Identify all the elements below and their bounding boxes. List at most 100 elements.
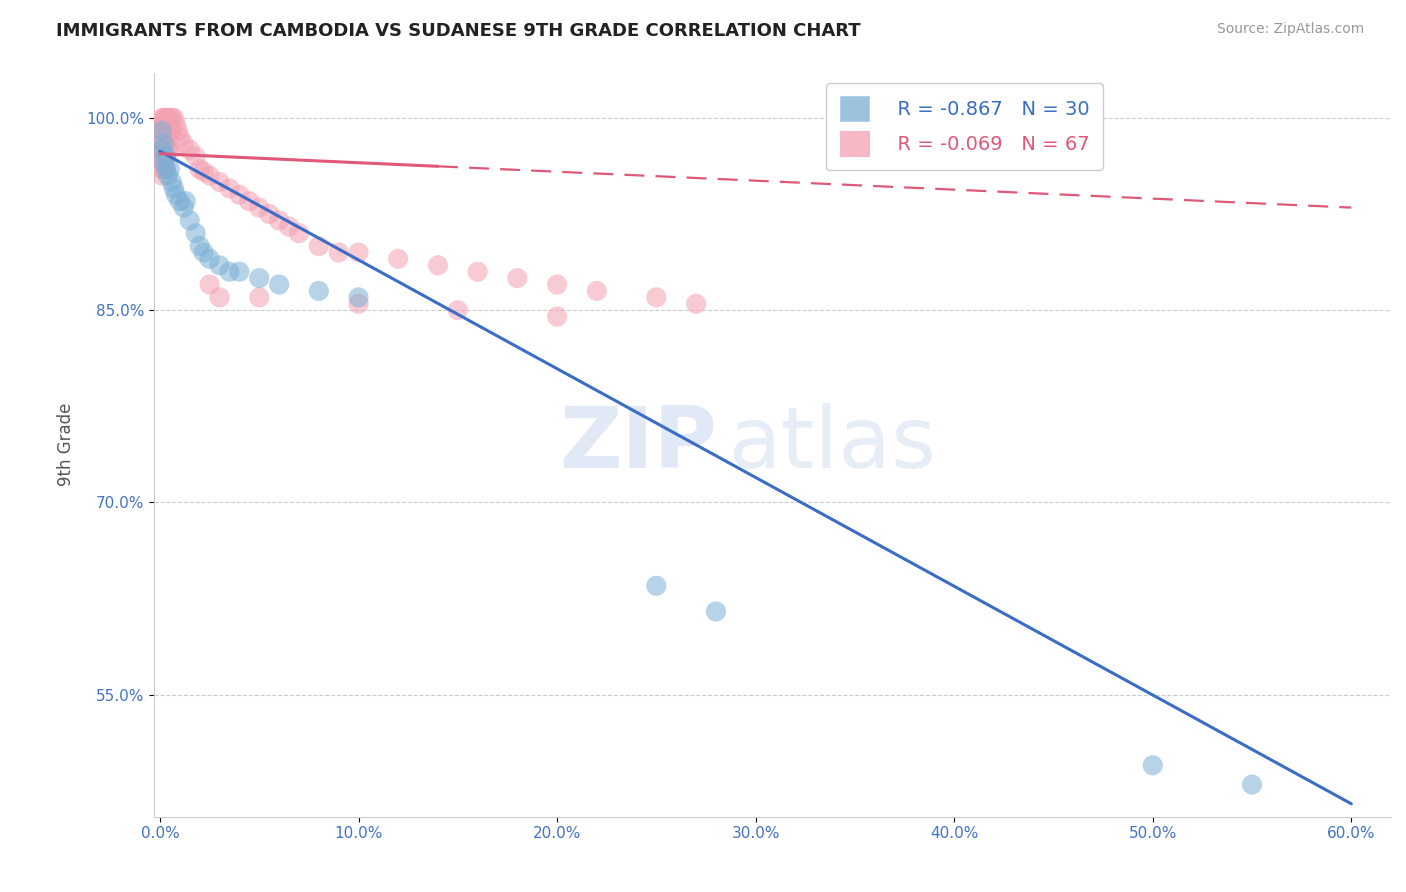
Point (238, 194, 260, 209)
Point (156, 169, 179, 183)
Point (153, 117, 176, 131)
Point (546, 277, 568, 292)
Point (188, 162, 211, 177)
Point (208, 290, 231, 304)
Point (156, 111, 179, 125)
Point (1240, 778, 1263, 792)
Point (153, 123, 176, 137)
Point (160, 123, 183, 137)
Point (198, 277, 221, 292)
Text: ZIP: ZIP (560, 403, 717, 486)
Point (153, 155, 176, 169)
Point (163, 111, 186, 125)
Point (155, 149, 177, 163)
Point (169, 130, 191, 145)
Point (150, 123, 173, 137)
Point (247, 201, 270, 215)
Point (153, 111, 176, 125)
Point (150, 123, 173, 137)
Point (308, 284, 330, 298)
Point (208, 258, 231, 272)
Point (347, 245, 370, 260)
Point (257, 207, 280, 221)
Point (155, 136, 177, 151)
Point (165, 187, 187, 202)
Point (387, 252, 409, 266)
Point (347, 290, 370, 304)
Point (645, 579, 668, 593)
Point (198, 169, 221, 183)
Point (155, 162, 177, 177)
Point (159, 111, 181, 125)
Point (193, 245, 215, 260)
Point (685, 297, 707, 311)
Point (169, 194, 191, 209)
Point (347, 297, 370, 311)
Point (585, 284, 607, 298)
Point (208, 175, 231, 189)
Point (247, 290, 270, 304)
Point (150, 143, 173, 157)
Point (278, 219, 301, 234)
Point (155, 111, 177, 125)
Point (269, 213, 291, 227)
Point (174, 194, 197, 209)
Point (269, 277, 291, 292)
Point (153, 149, 176, 163)
Point (426, 258, 449, 272)
Point (150, 162, 173, 177)
Point (160, 111, 183, 125)
Point (166, 123, 188, 137)
Point (184, 149, 207, 163)
Point (704, 604, 727, 618)
Point (156, 123, 179, 137)
Point (228, 187, 250, 202)
Point (645, 290, 668, 304)
Text: Source: ZipAtlas.com: Source: ZipAtlas.com (1216, 22, 1364, 37)
Point (198, 252, 221, 266)
Point (156, 143, 179, 157)
Point (467, 265, 489, 279)
Point (163, 181, 186, 195)
Point (153, 143, 176, 157)
Point (165, 117, 187, 131)
Point (188, 239, 211, 253)
Point (153, 130, 176, 145)
Point (173, 136, 195, 151)
Point (193, 164, 215, 178)
Text: IMMIGRANTS FROM CAMBODIA VS SUDANESE 9TH GRADE CORRELATION CHART: IMMIGRANTS FROM CAMBODIA VS SUDANESE 9TH… (56, 22, 860, 40)
Legend:   R = -0.867   N = 30,   R = -0.069   N = 67: R = -0.867 N = 30, R = -0.069 N = 67 (827, 83, 1102, 169)
Point (447, 303, 470, 318)
Point (159, 143, 181, 157)
Point (153, 162, 176, 177)
Point (247, 271, 270, 285)
Point (328, 245, 350, 260)
Point (155, 123, 177, 137)
Point (1142, 758, 1164, 772)
Point (150, 111, 173, 125)
Point (218, 181, 240, 195)
Y-axis label: 9th Grade: 9th Grade (58, 403, 75, 486)
Text: atlas: atlas (730, 403, 938, 486)
Point (288, 226, 311, 240)
Point (506, 271, 529, 285)
Point (150, 117, 173, 131)
Point (308, 239, 330, 253)
Point (546, 310, 568, 324)
Point (218, 265, 240, 279)
Point (160, 175, 183, 189)
Point (150, 149, 173, 163)
Point (150, 143, 173, 157)
Point (179, 143, 201, 157)
Point (155, 162, 177, 177)
Point (159, 123, 181, 137)
Point (150, 130, 173, 145)
Point (150, 155, 173, 169)
Point (228, 265, 250, 279)
Point (179, 213, 201, 227)
Point (184, 226, 207, 240)
Point (150, 169, 173, 183)
Point (150, 136, 173, 151)
Point (155, 149, 177, 163)
Point (153, 136, 176, 151)
